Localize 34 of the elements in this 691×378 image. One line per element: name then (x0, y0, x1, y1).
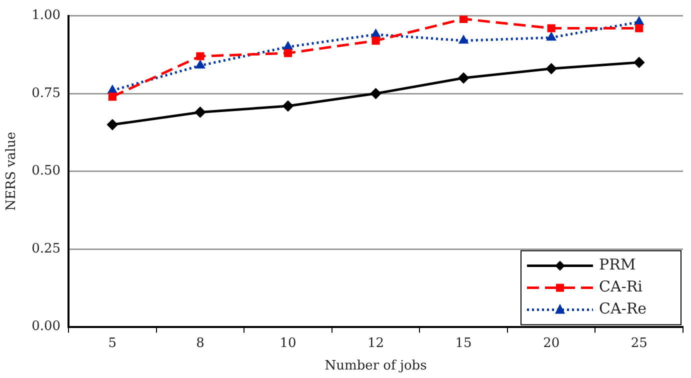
point (458, 72, 470, 84)
y-tick-label: 1.00 (32, 8, 61, 24)
x-axis-title: Number of jobs (324, 358, 427, 374)
y-tick-label: 0.00 (32, 319, 61, 334)
x-tick-label: 15 (455, 336, 472, 351)
y-tick-label: 0.50 (32, 164, 61, 179)
x-tick-label: 10 (280, 336, 296, 351)
point (282, 100, 294, 112)
legend-label: CA-Re (599, 300, 647, 318)
point (108, 92, 116, 101)
y-axis-title: NERS value (4, 131, 20, 211)
point (547, 24, 556, 32)
point (284, 49, 292, 58)
point (372, 36, 380, 45)
point (546, 32, 556, 41)
point (194, 106, 206, 118)
point (635, 24, 644, 32)
x-tick-label: 20 (543, 336, 560, 351)
y-tick-label: 0.75 (32, 86, 61, 101)
x-tick-label: 25 (630, 336, 648, 351)
legend-label: CA-Ri (599, 278, 643, 296)
legend-label: PRM (599, 256, 636, 274)
x-tick-label: 5 (108, 336, 117, 351)
point (196, 52, 204, 60)
point (370, 88, 382, 100)
point (458, 35, 468, 44)
point (460, 16, 468, 23)
y-tick-label: 0.25 (32, 241, 61, 256)
x-tick-label: 8 (196, 336, 204, 351)
x-tick-label: 12 (368, 336, 384, 351)
point (634, 56, 645, 68)
point (546, 63, 557, 74)
point (106, 119, 118, 130)
point (195, 60, 206, 69)
